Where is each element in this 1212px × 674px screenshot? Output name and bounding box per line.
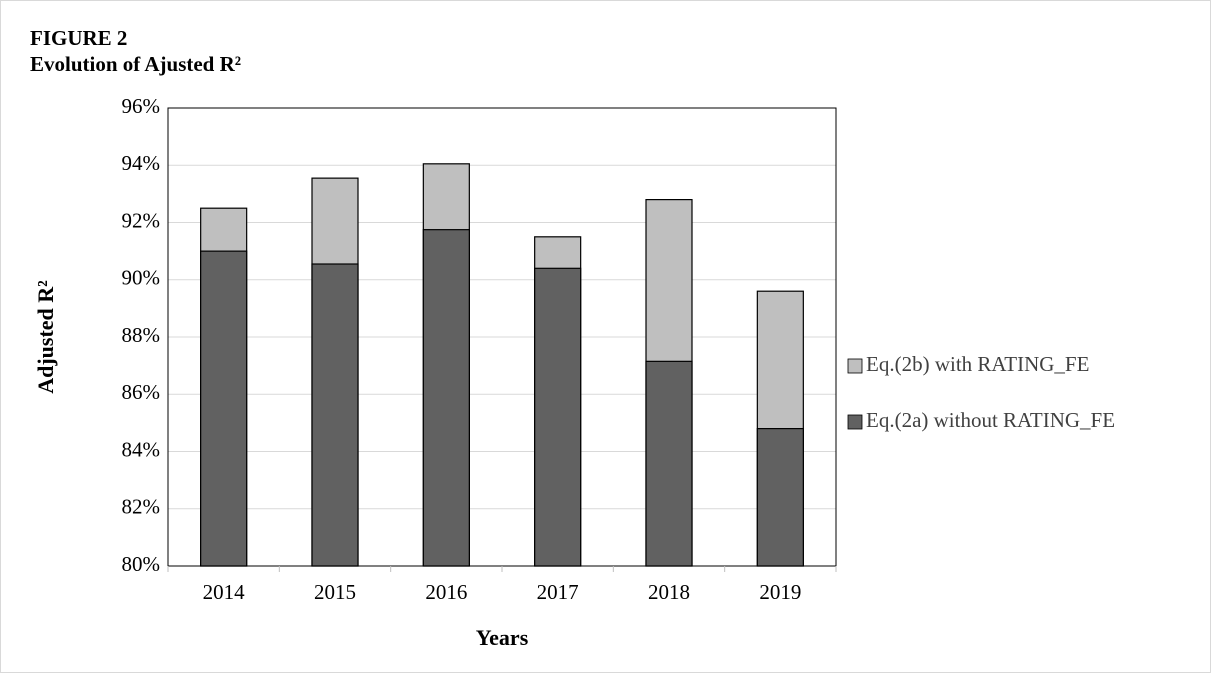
x-tick-label: 2018 xyxy=(648,580,690,604)
bar xyxy=(645,360,693,567)
chart-subtitle: Evolution of Ajusted R² xyxy=(30,52,241,76)
legend-swatch xyxy=(847,358,863,374)
y-axis-label: Adjusted R² xyxy=(33,280,58,394)
y-tick-label: 92% xyxy=(122,208,161,232)
x-tick-label: 2019 xyxy=(759,580,801,604)
y-tick-label: 88% xyxy=(122,323,161,347)
x-tick-label: 2015 xyxy=(314,580,356,604)
y-tick-label: 84% xyxy=(122,437,161,461)
y-tick-label: 82% xyxy=(122,495,161,519)
bar xyxy=(200,250,248,567)
legend-swatch xyxy=(847,414,863,430)
bar xyxy=(534,267,582,567)
y-tick-label: 94% xyxy=(122,151,161,175)
bar xyxy=(311,263,359,567)
legend-label: Eq.(2a) without RATING_FE xyxy=(866,408,1115,432)
y-tick-label: 96% xyxy=(122,94,161,118)
bar xyxy=(756,428,804,567)
bar xyxy=(422,229,470,567)
chart-title: FIGURE 2 xyxy=(30,26,127,50)
y-tick-label: 80% xyxy=(122,552,161,576)
x-tick-label: 2017 xyxy=(537,580,579,604)
x-tick-label: 2014 xyxy=(203,580,246,604)
x-tick-label: 2016 xyxy=(425,580,467,604)
y-tick-label: 90% xyxy=(122,266,161,290)
x-axis-label: Years xyxy=(476,625,529,650)
legend-label: Eq.(2b) with RATING_FE xyxy=(866,352,1089,376)
y-tick-label: 86% xyxy=(122,380,161,404)
